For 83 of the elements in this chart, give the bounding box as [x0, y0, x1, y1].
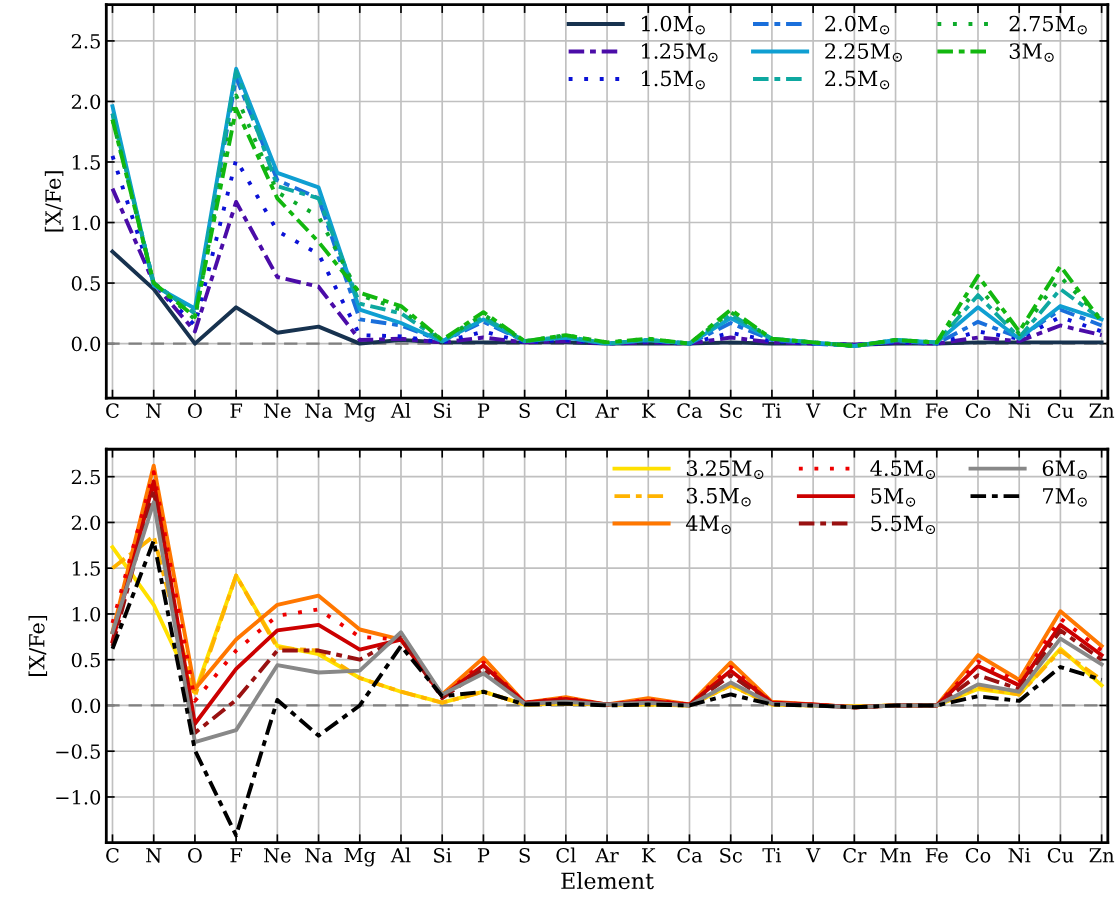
legend-label: 3M$_{⊙}$ — [1009, 43, 1054, 62]
x-tick-label: Co — [965, 847, 991, 863]
legend-label: 4.5M$_{⊙}$ — [870, 460, 936, 480]
y-tick-label: −1.0 — [56, 789, 101, 805]
x-tick-label: V — [805, 403, 821, 418]
legend-label: 5.5M$_{⊙}$ — [871, 515, 936, 535]
x-tick-label: Cr — [843, 847, 867, 863]
y-axis-title: [X/Fe] — [44, 171, 64, 232]
x-tick-label: Ti — [762, 403, 782, 418]
x-tick-label: O — [188, 847, 202, 863]
x-tick-label: Ne — [264, 848, 291, 863]
legend-label: 7M$_{⊙}$ — [1043, 488, 1087, 507]
x-tick-label: P — [477, 848, 490, 863]
legend-label: 5M$_{⊙}$ — [871, 488, 916, 507]
x-tick-label: S — [519, 403, 530, 418]
legend-label: 2.25M$_{⊙}$ — [825, 43, 902, 62]
legend-label: 2.5M$_{⊙}$ — [825, 70, 890, 90]
y-tick-label: 0.0 — [71, 698, 101, 714]
x-tick-label: Co — [965, 403, 991, 418]
legend-label: 2.75M$_{⊙}$ — [1009, 15, 1087, 35]
y-tick-label: 2.5 — [71, 469, 100, 485]
x-tick-label: N — [146, 403, 162, 418]
x-tick-label: K — [642, 403, 656, 418]
x-tick-label: N — [146, 848, 162, 863]
x-tick-label: Al — [390, 402, 411, 418]
legend-label: 2.0M$_{⊙}$ — [825, 15, 890, 35]
x-tick-label: Sc — [720, 403, 742, 418]
x-tick-label: Mg — [344, 847, 376, 867]
legend-label: 1.25M$_{⊙}$ — [642, 43, 718, 62]
x-tick-label: Ni — [1008, 848, 1031, 863]
y-tick-label: 2.5 — [71, 33, 100, 49]
legend-label: 3.5M$_{⊙}$ — [686, 487, 751, 507]
x-tick-label: Na — [305, 403, 333, 418]
x-tick-label: Zn — [1089, 848, 1115, 863]
y-tick-label: 1.0 — [72, 215, 101, 231]
x-tick-label: C — [106, 403, 119, 418]
x-tick-label: F — [230, 848, 243, 863]
legend-label: 3.25M$_{⊙}$ — [686, 460, 764, 480]
x-tick-label: Cr — [843, 403, 867, 418]
legend-label: 1.0M$_{⊙}$ — [642, 15, 705, 35]
x-tick-label: S — [519, 847, 530, 863]
x-tick-label: Ar — [595, 403, 619, 418]
x-tick-label: O — [188, 403, 202, 418]
legend-label: 4M$_{⊙}$ — [685, 515, 731, 534]
y-tick-label: 1.5 — [72, 561, 100, 576]
x-tick-label: F — [230, 403, 243, 418]
y-tick-label: 0.0 — [71, 336, 101, 352]
y-tick-label: 1.0 — [72, 606, 101, 622]
x-tick-label: Si — [434, 403, 452, 418]
x-tick-label: Si — [434, 847, 452, 863]
x-tick-label: Fe — [925, 848, 948, 863]
x-tick-label: Cl — [556, 402, 576, 418]
x-tick-label: Sc — [720, 847, 742, 863]
x-tick-label: Ar — [595, 848, 619, 863]
x-tick-label: Cu — [1047, 403, 1074, 418]
legend-label: 1.5M$_{⊙}$ — [642, 70, 705, 90]
y-tick-label: 2.0 — [71, 94, 101, 110]
x-tick-label: Ne — [264, 403, 291, 418]
x-tick-label: Cu — [1047, 847, 1074, 863]
legend-label: 6M$_{⊙}$ — [1042, 460, 1087, 480]
x-tick-label: Na — [305, 848, 333, 863]
x-tick-label: Ni — [1008, 403, 1031, 418]
x-tick-label: Mn — [880, 403, 912, 418]
x-tick-label: Fe — [925, 403, 948, 418]
x-tick-label: P — [477, 403, 490, 418]
x-tick-label: Mg — [344, 403, 376, 422]
y-tick-label: 2.0 — [71, 515, 101, 531]
x-tick-label: Ca — [677, 847, 703, 863]
x-tick-label: V — [805, 848, 821, 863]
x-axis-title: Element — [561, 871, 654, 890]
x-tick-label: Ti — [762, 848, 782, 863]
x-tick-label: Zn — [1089, 403, 1115, 418]
y-tick-label: 0.5 — [71, 276, 100, 291]
y-axis-title: [X/Fe] — [28, 615, 48, 677]
y-tick-label: −0.5 — [56, 744, 100, 759]
x-tick-label: C — [106, 847, 119, 863]
y-tick-label: 1.5 — [72, 154, 100, 170]
x-tick-label: Ca — [677, 403, 703, 418]
y-tick-label: 0.5 — [71, 652, 100, 668]
x-tick-label: K — [642, 848, 656, 863]
x-tick-label: Al — [390, 847, 411, 863]
x-tick-label: Mn — [880, 848, 912, 863]
x-tick-label: Cl — [556, 847, 576, 863]
